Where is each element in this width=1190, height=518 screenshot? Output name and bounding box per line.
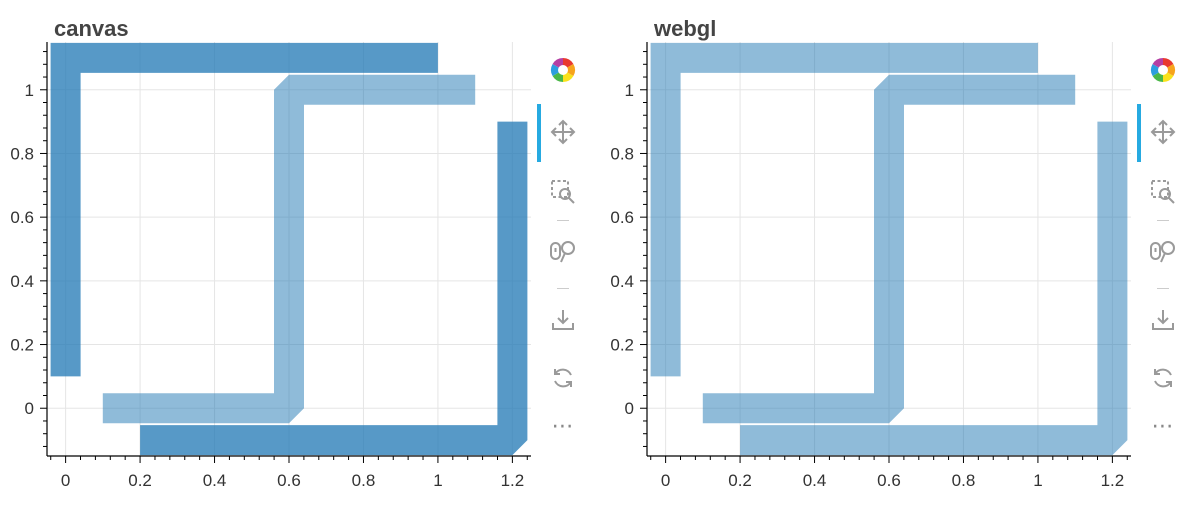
y-tick-label: 1 (625, 81, 634, 100)
series-line-2 (140, 121, 528, 456)
x-tick-label: 1.2 (1101, 471, 1125, 490)
toolbar-separator (1157, 288, 1169, 289)
x-tick-label: 0 (61, 471, 70, 490)
pan-icon[interactable] (1143, 114, 1183, 150)
y-tick-label: 0 (25, 399, 34, 418)
toolbar-separator (557, 288, 569, 289)
active-tool-indicator (537, 104, 541, 162)
x-tick-label: 0.6 (277, 471, 301, 490)
y-tick-label: 0.6 (610, 208, 634, 227)
toolbar-separator (557, 220, 569, 221)
toolbar: ⋯ (537, 52, 583, 452)
series-line-1 (102, 74, 476, 424)
x-tick-label: 0 (661, 471, 670, 490)
y-tick-label: 0.4 (610, 272, 634, 291)
toolbar-separator (1157, 220, 1169, 221)
wheel-zoom-icon[interactable] (543, 234, 583, 270)
box-zoom-icon[interactable] (543, 174, 583, 210)
x-tick-label: 0.8 (952, 471, 976, 490)
bokeh-logo-icon[interactable] (543, 52, 583, 88)
bokeh-logo-icon[interactable] (1143, 52, 1183, 88)
series-line-0 (50, 42, 438, 377)
x-tick-label: 0.8 (352, 471, 376, 490)
x-tick-label: 0.6 (877, 471, 901, 490)
y-tick-label: 0.2 (610, 336, 634, 355)
box-zoom-icon[interactable] (1143, 174, 1183, 210)
x-tick-label: 0.2 (728, 471, 752, 490)
plot-title: canvas (54, 16, 129, 41)
y-tick-label: 0 (625, 399, 634, 418)
chart-canvas[interactable]: 0 0.2 0.4 0.6 0.8 1 1.2 0 0.2 0.4 0.6 0.8 1 (0, 0, 540, 518)
series-line-0 (650, 42, 1038, 377)
reset-icon[interactable] (1143, 360, 1183, 396)
save-icon[interactable] (543, 302, 583, 338)
chart-webgl[interactable]: 0 0.2 0.4 0.6 0.8 1 1.2 0 0.2 0.4 0.6 0.8 1 (600, 0, 1140, 518)
series-line-2 (740, 121, 1128, 456)
x-tick-label: 1.2 (501, 471, 525, 490)
pan-icon[interactable] (543, 114, 583, 150)
y-tick-label: 0.4 (10, 272, 34, 291)
wheel-zoom-icon[interactable] (1143, 234, 1183, 270)
x-tick-label: 1 (1033, 471, 1042, 490)
x-tick-label: 0.4 (803, 471, 827, 490)
save-icon[interactable] (1143, 302, 1183, 338)
plot-title: webgl (654, 16, 717, 41)
y-tick-label: 0.2 (10, 336, 34, 355)
x-tick-label: 0.2 (128, 471, 152, 490)
y-tick-label: 1 (25, 81, 34, 100)
reset-icon[interactable] (543, 360, 583, 396)
series-line-1 (702, 74, 1076, 424)
x-tick-label: 0.4 (203, 471, 227, 490)
plot-panel-webgl: webgl 0 0.2 0.4 0.6 0.8 1 1.2 0 0.2 0.4 0.6 0.8 1 (600, 0, 1190, 518)
more-icon[interactable]: ⋯ (1151, 413, 1175, 438)
more-icon[interactable]: ⋯ (551, 413, 575, 438)
y-tick-label: 0.8 (10, 144, 34, 163)
y-tick-label: 0.8 (610, 144, 634, 163)
active-tool-indicator (1137, 104, 1141, 162)
toolbar: ⋯ (1137, 52, 1183, 452)
y-tick-label: 0.6 (10, 208, 34, 227)
x-tick-label: 1 (433, 471, 442, 490)
plot-panel-canvas: canvas 0 0.2 0.4 0.6 0.8 1 1.2 0 0.2 0.4 0.6 0.8 1 (0, 0, 583, 518)
